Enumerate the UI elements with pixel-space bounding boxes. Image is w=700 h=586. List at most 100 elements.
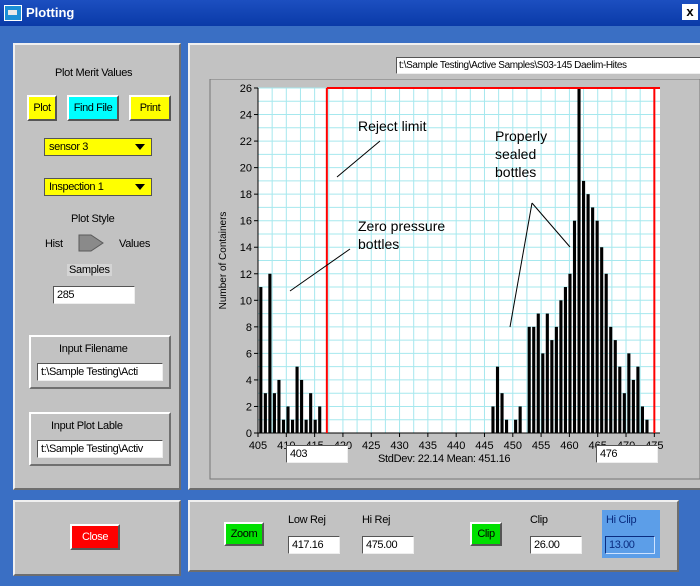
histogram-bar (318, 406, 322, 433)
y-tick-label: 6 (246, 348, 252, 360)
histogram-bar (290, 419, 295, 433)
histogram-bar (527, 326, 531, 433)
histogram-bar (582, 180, 586, 433)
hi-rej-field[interactable]: 475.00 (362, 536, 414, 554)
histogram-bar (259, 287, 263, 433)
y-tick-label: 12 (240, 269, 252, 281)
inspection-select-value: Inspection 1 (49, 181, 104, 193)
histogram-bar (277, 379, 281, 433)
y-tick-label: 18 (240, 189, 252, 201)
histogram-bar (300, 379, 304, 433)
y-tick-label: 24 (240, 110, 252, 122)
x-tick-label: 435 (419, 440, 437, 452)
window-title: Plotting (26, 5, 75, 20)
histogram-bar (532, 326, 536, 433)
histogram-bar (554, 326, 558, 433)
print-button[interactable]: Print (129, 95, 171, 121)
histogram-bar (640, 406, 645, 433)
histogram-bar (286, 406, 290, 433)
values-label: Values (119, 238, 151, 250)
annotation-zero-pressure: Zero pressure (358, 218, 445, 234)
input-plot-label-field[interactable]: t:\Sample Testing\Activ (37, 440, 163, 458)
hi-clip-field[interactable]: 13.00 (605, 536, 655, 554)
histogram-bar (591, 207, 595, 433)
histogram-bar (500, 393, 504, 433)
annotation-pointer (509, 202, 533, 328)
annotation-pointer (289, 248, 351, 292)
window-close-icon[interactable]: x (682, 4, 698, 20)
histogram-bar (268, 273, 272, 433)
histogram-bar (636, 366, 640, 433)
histogram-bar (568, 273, 572, 433)
file-path-field: t:\Sample Testing\Active Samples\S03-145… (396, 57, 700, 74)
histogram-bar (572, 220, 577, 433)
y-tick-label: 16 (240, 216, 252, 228)
input-plot-label-label: Input Plot Lable (51, 420, 123, 432)
chart-panel: t:\Sample Testing\Active Samples\S03-145… (188, 43, 700, 490)
zoom-button[interactable]: Zoom (224, 522, 264, 546)
samples-label: Samples (67, 264, 112, 276)
plot-button[interactable]: Plot (27, 95, 57, 121)
histogram-bar (545, 313, 549, 433)
y-tick-label: 10 (240, 295, 252, 307)
x-tick-label: 430 (390, 440, 408, 452)
histogram-bar (541, 353, 545, 433)
annotation-pointer (336, 140, 381, 178)
x-min-field[interactable]: 403 (286, 445, 348, 463)
low-rej-field[interactable]: 417.16 (288, 536, 340, 554)
y-tick-label: 14 (240, 242, 252, 254)
chevron-down-icon (135, 184, 145, 190)
histogram-bar (550, 340, 554, 433)
histogram-bar (536, 313, 540, 433)
sensor-select-value: sensor 3 (49, 141, 88, 153)
histogram-bar (313, 419, 317, 433)
annotation-properly-sealed: Properly (495, 128, 547, 144)
input-filename-field[interactable]: t:\Sample Testing\Acti (37, 363, 163, 381)
chevron-down-icon (135, 144, 145, 150)
y-tick-label: 2 (246, 401, 252, 413)
samples-field[interactable]: 285 (53, 286, 135, 304)
control-panel: Plot Merit Values Plot Find File Print s… (13, 43, 181, 490)
annotation-zero-pressure: bottles (358, 236, 399, 252)
y-tick-label: 22 (240, 136, 252, 148)
y-tick-label: 4 (246, 375, 252, 387)
y-tick-label: 20 (240, 163, 252, 175)
x-tick-label: 425 (362, 440, 380, 452)
histogram-bar (263, 393, 267, 433)
find-file-button[interactable]: Find File (67, 95, 119, 121)
y-tick-label: 8 (246, 322, 252, 334)
hi-clip-label: Hi Clip (606, 514, 637, 526)
annotation-reject-limit: Reject limit (358, 118, 427, 134)
sensor-select[interactable]: sensor 3 (44, 138, 152, 156)
histogram-bar (618, 366, 622, 433)
hi-clip-group: Hi Clip 13.00 (602, 510, 660, 558)
histogram-bar (505, 419, 509, 433)
plot-style-toggle[interactable] (77, 233, 105, 253)
annotation-properly-sealed: sealed (495, 146, 536, 162)
input-filename-group: Input Filename t:\Sample Testing\Acti (29, 335, 171, 389)
plot-merit-heading: Plot Merit Values (55, 67, 133, 79)
app-icon (4, 5, 22, 21)
hi-rej-label: Hi Rej (362, 514, 391, 526)
histogram-bar (514, 419, 518, 433)
x-tick-label: 445 (475, 440, 493, 452)
clip-button[interactable]: Clip (470, 522, 502, 546)
histogram-bar (645, 419, 649, 433)
y-tick-label: 26 (240, 83, 252, 95)
stats-label: StdDev: 22.14 Mean: 451.16 (378, 453, 511, 465)
histogram-chart: 0246810121416182022242640541041542042543… (209, 79, 700, 480)
x-tick-label: 405 (249, 440, 267, 452)
title-bar: Plotting x (0, 0, 700, 26)
inspection-select[interactable]: Inspection 1 (44, 178, 152, 196)
histogram-bar (491, 406, 495, 433)
x-max-field[interactable]: 476 (596, 445, 658, 463)
input-filename-label: Input Filename (59, 343, 128, 355)
histogram-bar (518, 406, 522, 433)
annotation-properly-sealed: bottles (495, 164, 536, 180)
histogram-bar (295, 366, 299, 433)
plot-style-label: Plot Style (71, 213, 115, 225)
histogram-bar (595, 220, 599, 433)
clip-field[interactable]: 26.00 (530, 536, 582, 554)
close-button[interactable]: Close (70, 524, 120, 550)
histogram-bar (577, 88, 581, 433)
